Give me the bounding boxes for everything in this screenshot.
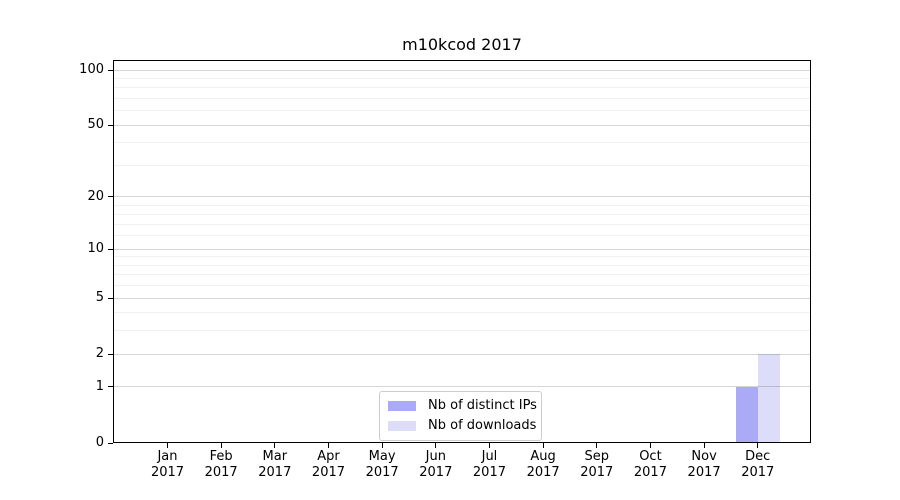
x-tick-month: Dec [745,449,771,464]
legend-swatch [388,401,416,411]
y-tick-label: 50 [87,117,104,133]
x-tick-month: Jan [157,449,178,464]
x-tick-year: 2017 [419,465,453,480]
legend-label: Nb of distinct IPs [428,398,537,413]
legend: Nb of distinct IPs Nb of downloads [379,391,542,441]
legend-row: Nb of distinct IPs [388,398,537,414]
x-axis-tick [757,443,759,448]
x-tick-month: May [368,449,396,464]
x-tick-year: 2017 [741,465,775,480]
x-tick-month: Mar [262,449,288,464]
x-tick-label: Nov 2017 [674,449,734,481]
x-tick-year: 2017 [526,465,560,480]
gridline-major [113,69,811,71]
y-axis-tick [108,196,113,198]
x-axis-tick [167,443,168,448]
y-tick-label: 0 [95,435,104,450]
legend-row: Nb of downloads [388,418,537,434]
gridline-minor [113,330,811,332]
y-tick-label: 20 [87,188,104,204]
x-tick-month: Feb [209,449,233,464]
gridline-minor [113,142,811,144]
x-tick-label: Feb 2017 [191,449,251,481]
x-tick-month: Apr [317,449,340,464]
gridline-major [113,124,811,126]
gridline-major [113,196,811,198]
x-tick-month: Jun [425,449,446,464]
x-tick-month: Jul [481,449,498,464]
x-axis-tick [488,443,490,448]
gridline-minor [113,256,811,258]
x-tick-label: Mar 2017 [245,449,305,481]
x-tick-month: Aug [530,449,556,464]
gridline-minor [113,223,811,225]
gridline-major [113,297,811,299]
legend-swatch [388,421,416,431]
gridline-minor [113,164,811,166]
x-tick-year: 2017 [311,465,346,480]
x-tick-month: Sep [584,449,610,464]
x-tick-label: Sep 2017 [567,449,627,481]
x-tick-year: 2017 [687,465,721,480]
y-tick-label: 10 [87,241,104,257]
y-tick-label: 1 [95,378,104,394]
y-axis-tick [108,248,113,250]
bar-downloads [757,354,780,443]
gridline-minor [113,204,811,206]
x-tick-year: 2017 [204,465,238,480]
x-tick-label: Jun 2017 [406,449,466,481]
chart-title: m10kcod 2017 [402,35,522,54]
x-tick-year: 2017 [633,465,667,480]
gridline-minor [113,264,811,266]
gridline-minor [113,110,811,112]
x-axis-tick [542,443,544,448]
y-axis-tick [108,353,113,355]
y-tick-label: 5 [95,290,104,306]
x-tick-label: Jul 2017 [459,449,519,481]
gridline-minor [113,213,811,215]
x-axis-tick [596,443,598,448]
y-axis-tick [108,442,113,444]
gridline-major [113,386,811,388]
gridline-minor [113,87,811,89]
y-tick-label: 100 [79,62,104,77]
x-tick-year: 2017 [580,465,614,480]
legend-label: Nb of downloads [428,418,537,433]
y-axis-tick [108,124,113,126]
x-tick-label: Apr 2017 [298,449,358,481]
x-axis-tick [274,443,276,448]
y-axis-tick [108,297,113,299]
y-axis-tick [108,386,113,388]
x-tick-label: Oct 2017 [620,449,680,481]
x-axis-tick [703,443,705,448]
x-axis-tick [381,443,383,448]
x-tick-year: 2017 [365,465,399,480]
x-tick-label: Dec 2017 [728,449,788,481]
x-tick-month: Nov [691,449,717,464]
x-axis-tick [220,443,222,448]
plot-area [113,60,811,443]
x-tick-label: May 2017 [352,449,412,481]
gridline-minor [113,235,811,237]
gridline-minor [113,285,811,287]
x-axis-tick [649,443,651,448]
x-tick-year: 2017 [150,465,185,480]
x-tick-year: 2017 [472,465,506,480]
gridline-minor [113,77,811,79]
gridline-minor [113,97,811,99]
y-axis-tick [108,69,113,71]
gridline-major [113,353,811,355]
x-tick-month: Oct [639,449,662,464]
y-tick-label: 2 [95,346,104,362]
gridline-major [113,248,811,250]
x-tick-label: Jan 2017 [138,449,198,481]
x-tick-label: Aug 2017 [513,449,573,481]
x-axis-tick [327,443,329,448]
x-tick-year: 2017 [258,465,292,480]
bar-distinct-ips [735,386,758,443]
gridline-minor [113,274,811,276]
gridline-minor [113,312,811,314]
x-axis-tick [435,443,437,448]
